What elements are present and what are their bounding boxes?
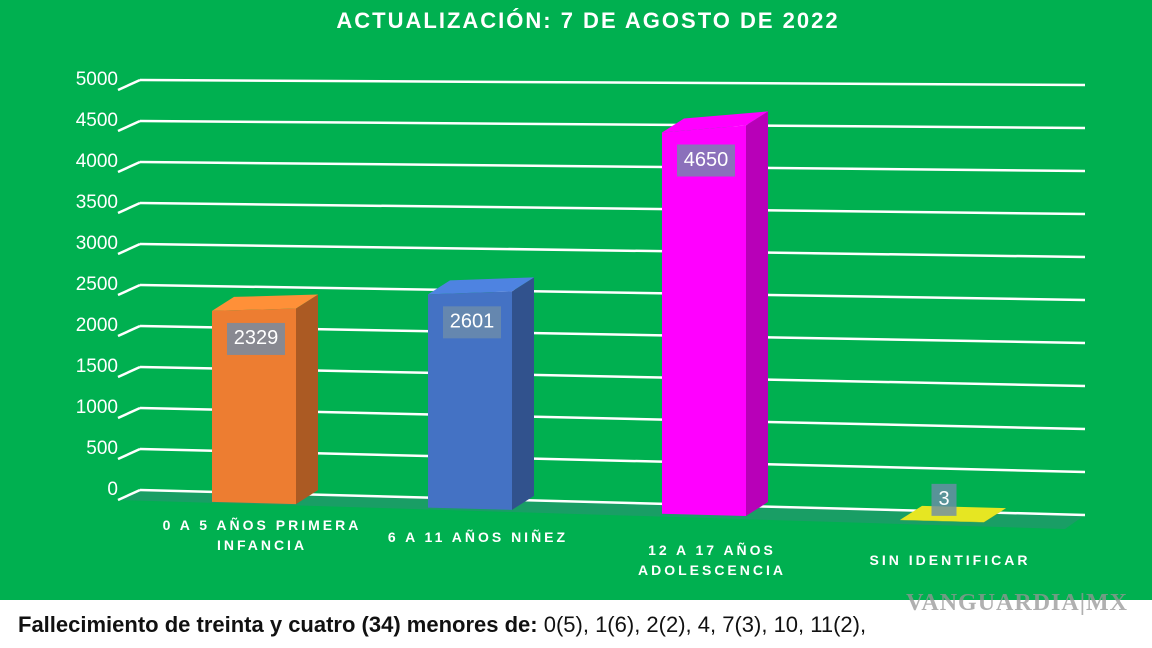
y-tick-label: 4500 bbox=[76, 110, 118, 131]
floor bbox=[120, 490, 1085, 529]
footer-bold: Fallecimiento de treinta y cuatro (34) m… bbox=[18, 612, 538, 637]
footer-list: 0(5), 1(6), 2(2), 4, 7(3), 10, 11(2), bbox=[543, 612, 867, 637]
bar-side bbox=[984, 508, 1006, 523]
grid-line bbox=[139, 160, 1086, 173]
y-tick-label: 2500 bbox=[76, 274, 118, 295]
bar-top bbox=[212, 294, 318, 311]
watermark: VANGUARDIA|MX bbox=[906, 590, 1128, 616]
y-tick-label: 0 bbox=[107, 479, 118, 500]
y-tick-label: 3500 bbox=[76, 192, 118, 213]
bar-top bbox=[428, 277, 534, 295]
y-tick-label: 2000 bbox=[76, 315, 118, 336]
x-tick-label: 0 A 5 AÑOS PRIMERA INFANCIA bbox=[162, 517, 362, 553]
grid-line bbox=[139, 78, 1086, 87]
bar-top bbox=[662, 111, 768, 133]
y-tick-label: 500 bbox=[86, 438, 118, 459]
grid-depth bbox=[117, 119, 141, 133]
y-tick-label: 1500 bbox=[76, 356, 118, 377]
chart: ACTUALIZACIÓN: 7 DE AGOSTO DE 2022 0 500 1… bbox=[76, 8, 1086, 529]
bar bbox=[212, 308, 296, 505]
grid-line bbox=[139, 119, 1086, 130]
bar-side bbox=[512, 277, 534, 510]
x-tick-label: 12 A 17 AÑOS ADOLESCENCIA bbox=[637, 542, 786, 578]
y-tick-label: 3000 bbox=[76, 233, 118, 254]
grid-depth bbox=[117, 365, 141, 379]
bar bbox=[900, 519, 984, 523]
bar-side bbox=[746, 111, 768, 517]
bar bbox=[428, 291, 512, 510]
grid-depth bbox=[117, 406, 141, 420]
chart-title: ACTUALIZACIÓN: 7 DE AGOSTO DE 2022 bbox=[336, 8, 839, 33]
x-tick-label: SIN IDENTIFICAR bbox=[869, 552, 1031, 568]
y-tick-label: 1000 bbox=[76, 397, 118, 418]
bar bbox=[662, 125, 746, 517]
grid-depth bbox=[117, 324, 141, 338]
value-label-box bbox=[677, 144, 735, 177]
grid-depth bbox=[117, 78, 141, 92]
value-label: 3 bbox=[938, 488, 949, 510]
watermark-name: VANGUARDIA bbox=[906, 590, 1080, 616]
watermark-suffix: MX bbox=[1086, 590, 1128, 616]
grid-depth bbox=[117, 283, 141, 297]
grid-line bbox=[139, 242, 1086, 259]
footer-band bbox=[0, 600, 1152, 648]
y-tick-label: 5000 bbox=[76, 69, 118, 90]
grid-line bbox=[139, 201, 1086, 216]
grid-line bbox=[139, 283, 1086, 302]
value-label-box bbox=[443, 306, 501, 339]
grid-depth bbox=[117, 242, 141, 256]
value-label: 4650 bbox=[684, 149, 729, 171]
grid-depth bbox=[117, 447, 141, 461]
value-label: 2601 bbox=[450, 311, 495, 333]
bar-side bbox=[296, 294, 318, 505]
grid-depth bbox=[117, 160, 141, 174]
grid-depth bbox=[117, 488, 141, 502]
value-label: 2329 bbox=[234, 327, 279, 349]
footer-text: Fallecimiento de treinta y cuatro (34) m… bbox=[18, 612, 866, 638]
value-label-box bbox=[227, 322, 285, 355]
y-tick-label: 4000 bbox=[76, 151, 118, 172]
grid-depth bbox=[117, 201, 141, 215]
value-label-box bbox=[931, 483, 957, 516]
x-tick-label: 6 A 11 AÑOS NIÑEZ bbox=[387, 529, 569, 545]
